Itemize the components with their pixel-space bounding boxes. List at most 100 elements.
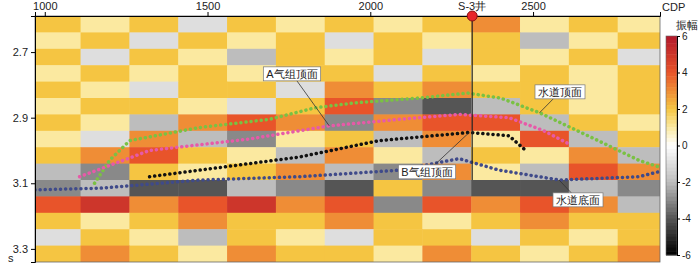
colorbar-step: [666, 127, 677, 131]
tick-mark: [677, 73, 680, 74]
tick-label: 3.1: [13, 177, 28, 189]
annotation: B气组顶面: [398, 132, 469, 178]
colorbar-step: [666, 208, 677, 212]
cell: [471, 147, 520, 164]
cell: [227, 147, 276, 164]
cell: [129, 213, 178, 230]
tick-mark: [533, 12, 534, 16]
cell: [129, 246, 178, 262]
annotation-box: [553, 193, 603, 207]
colorbar-step: [666, 94, 677, 98]
tick-label: -6: [682, 250, 691, 261]
x-axis-title: CDP: [662, 1, 685, 13]
x-axis: 1000150020002500: [33, 0, 660, 16]
tick-mark: [677, 109, 680, 110]
tick-mark: [677, 146, 680, 147]
horizon-line: [35, 159, 659, 190]
cell: [374, 65, 423, 82]
tick-mark: [31, 52, 35, 53]
cell: [520, 246, 569, 262]
cell: [81, 98, 130, 115]
cell: [129, 98, 178, 115]
annotation-box: [398, 165, 455, 179]
plot-area: [35, 16, 660, 262]
cell: [227, 16, 276, 33]
cell: [81, 82, 130, 99]
cell: [81, 246, 130, 262]
cell: [520, 49, 569, 66]
cell: [374, 82, 423, 99]
cell: [569, 246, 618, 262]
cell: [276, 49, 325, 66]
cell: [471, 65, 520, 82]
horizon-line: [80, 114, 569, 176]
cell: [618, 229, 660, 246]
cell: [618, 131, 660, 148]
cell: [618, 213, 660, 230]
cell: [227, 32, 276, 49]
cell: [35, 114, 81, 131]
tick: 2.7: [13, 46, 35, 58]
cell: [374, 49, 423, 66]
tick: 2500: [521, 0, 545, 16]
colorbar-step: [666, 102, 677, 106]
cell: [178, 196, 227, 213]
colorbar-step: [666, 175, 677, 179]
colorbar-step: [666, 156, 677, 160]
cell: [276, 229, 325, 246]
tick-label: 2500: [521, 0, 545, 12]
cell: [81, 32, 130, 49]
cell: [325, 32, 374, 49]
annotation-label: 水道底面: [556, 194, 600, 206]
tick-label: 1000: [33, 0, 57, 12]
cell: [422, 49, 471, 66]
cell: [276, 82, 325, 99]
cell: [227, 82, 276, 99]
cell: [325, 196, 374, 213]
annotation-box: [263, 67, 320, 81]
colorbar-step: [666, 109, 677, 113]
colorbar-step: [666, 58, 677, 62]
tick: 0: [677, 140, 688, 151]
cell: [471, 16, 520, 33]
cell: [520, 16, 569, 33]
cell: [81, 114, 130, 131]
cell: [520, 229, 569, 246]
tick: 1500: [196, 0, 220, 16]
tick: 2.9: [13, 112, 35, 124]
cell: [569, 213, 618, 230]
colorbar-step: [666, 98, 677, 102]
cell: [35, 49, 81, 66]
horizon-line: [150, 132, 524, 176]
cell: [276, 196, 325, 213]
cell: [276, 32, 325, 49]
tick: -4: [677, 213, 691, 224]
cell: [178, 65, 227, 82]
cell: [227, 180, 276, 197]
colorbar-step: [666, 135, 677, 139]
cell: [227, 49, 276, 66]
cell: [227, 246, 276, 262]
colorbar-step: [666, 43, 677, 47]
cell: [227, 196, 276, 213]
cell: [35, 82, 81, 99]
cell: [35, 32, 81, 49]
tick-label: -4: [682, 213, 691, 224]
colorbar-step: [666, 47, 677, 51]
cell: [81, 49, 130, 66]
well-label: S-3井: [458, 0, 486, 12]
colorbar-step: [666, 204, 677, 208]
cell: [569, 98, 618, 115]
cell: [35, 131, 81, 148]
colorbar-step: [666, 193, 677, 197]
tick-mark: [31, 183, 35, 184]
cell: [129, 65, 178, 82]
colorbar-step: [666, 226, 677, 230]
tick: 6: [677, 31, 688, 42]
cell: [422, 98, 471, 115]
cell: [618, 114, 660, 131]
colorbar-step: [666, 248, 677, 252]
horizon-line: [95, 93, 659, 183]
tick: 4: [677, 67, 688, 78]
colorbar-step: [666, 182, 677, 186]
